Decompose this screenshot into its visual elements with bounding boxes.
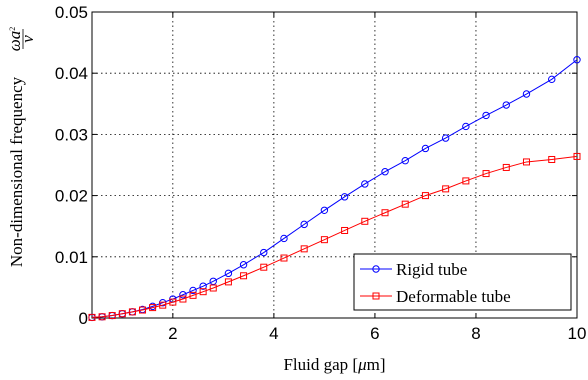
data-point [361, 180, 369, 188]
data-point [401, 200, 409, 208]
data-point [240, 272, 248, 280]
legend-label: Rigid tube [396, 260, 467, 279]
data-point [361, 217, 369, 225]
legend-entries: Rigid tube Deformable tube [360, 260, 511, 306]
plot-frame [91, 11, 578, 319]
series-layer [88, 56, 581, 322]
x-tick-label: 10 [568, 324, 587, 343]
data-point [179, 291, 187, 299]
data-point [280, 254, 288, 262]
data-point [462, 177, 470, 185]
y-axis-fraction-numerator: ωa2 [5, 27, 24, 52]
data-point [189, 286, 197, 295]
x-tick-label: 6 [370, 324, 379, 343]
data-point [548, 155, 556, 163]
data-point [522, 90, 531, 98]
data-point [320, 236, 328, 244]
data-point [341, 226, 349, 234]
y-tick-label: 0.03 [55, 125, 88, 144]
x-axis-title: Fluid gap [μm] [283, 355, 385, 374]
data-point [179, 295, 187, 303]
y-tick-label: 0.05 [55, 3, 88, 22]
data-point [139, 306, 147, 314]
data-point [320, 206, 329, 214]
data-point [548, 75, 556, 84]
data-point [482, 111, 490, 120]
data-point [421, 192, 429, 200]
data-point [224, 278, 232, 286]
data-point [149, 304, 157, 312]
y-tick-label: 0.01 [55, 248, 88, 267]
data-point [128, 308, 136, 316]
grid-layer [92, 12, 577, 318]
x-tick-label: 2 [168, 324, 177, 343]
legend-marker [372, 292, 380, 300]
legend-box [353, 253, 572, 311]
y-axis-title-text: Non-dimensional frequency [7, 76, 26, 267]
x-tick-label: 4 [269, 324, 278, 343]
data-point [381, 168, 389, 176]
data-point [441, 134, 450, 142]
data-point [260, 248, 268, 257]
data-point [421, 144, 430, 153]
data-point [199, 282, 207, 290]
data-point [522, 158, 530, 166]
legend-entry: Deformable tube [360, 287, 511, 306]
data-point [209, 284, 217, 292]
legend-entry: Rigid tube [360, 260, 467, 279]
data-point [502, 101, 510, 109]
data-point [118, 310, 126, 318]
data-point [280, 234, 288, 243]
legend-marker [372, 265, 380, 273]
y-tick-label: 0.02 [55, 187, 88, 206]
data-point [573, 152, 581, 160]
data-point [340, 193, 349, 201]
data-point [573, 56, 581, 64]
data-point [300, 245, 308, 253]
series-1 [88, 152, 581, 321]
data-point [108, 312, 116, 320]
legend: Rigid tube Deformable tube [353, 253, 572, 311]
x-tick-label: 8 [471, 324, 480, 343]
y-axis-fraction-denominator: ν [18, 35, 37, 43]
data-point [209, 277, 217, 285]
data-point [442, 185, 450, 193]
data-point [401, 157, 409, 165]
data-point [159, 301, 167, 309]
y-axis-title: Non-dimensional frequency ωa2 ν [5, 27, 37, 267]
data-point [260, 263, 268, 271]
ticks-layer: 2 4 6 8 10 0 0.01 0.02 0.03 0.04 0.05 [55, 3, 587, 343]
data-point [98, 313, 106, 321]
data-point [381, 209, 389, 217]
data-point [239, 261, 248, 269]
y-tick-label: 0.04 [55, 64, 88, 83]
series-line [91, 155, 578, 318]
data-point [88, 313, 96, 321]
data-point [224, 269, 233, 278]
data-point [300, 220, 308, 229]
data-point [199, 288, 207, 296]
series-line [91, 59, 578, 318]
data-point [502, 163, 510, 171]
data-point [482, 170, 490, 178]
y-tick-label: 0 [79, 309, 88, 328]
data-point [169, 298, 177, 306]
data-point [462, 122, 470, 131]
y-axis-title-fraction: ωa2 ν [5, 27, 37, 52]
data-point [189, 291, 197, 299]
legend-label: Deformable tube [396, 287, 511, 306]
